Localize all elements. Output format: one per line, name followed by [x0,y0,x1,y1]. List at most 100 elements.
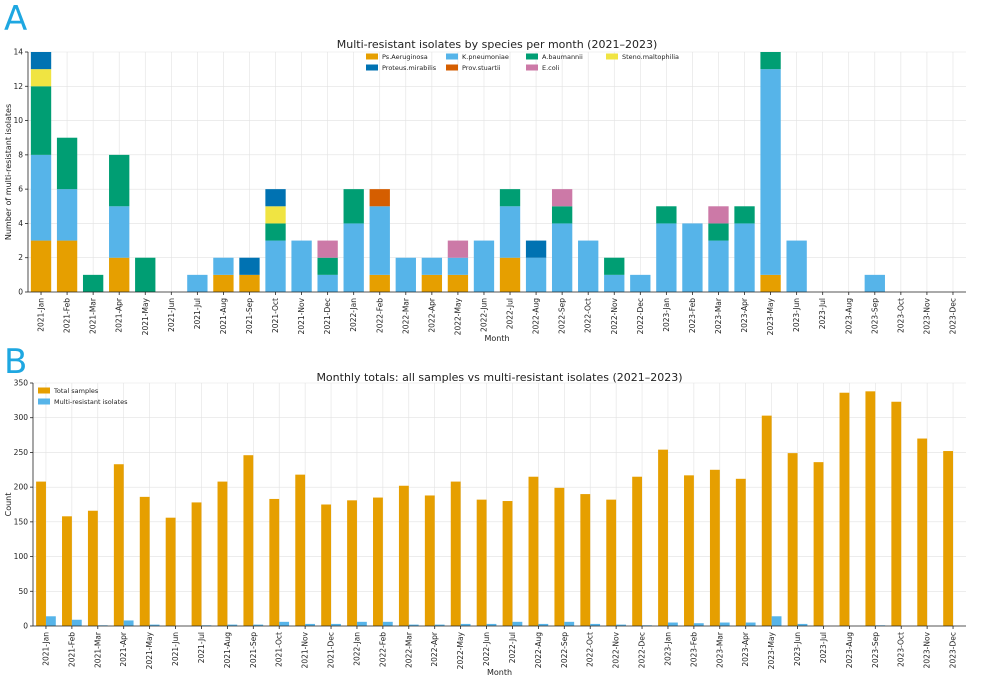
chart-a-xtick-label: 2023-Aug [844,298,853,335]
chart-a-bar-k-pneumoniae [291,240,312,292]
chart-a-legend-swatch [526,53,538,60]
chart-b-bar-total-samples [476,499,487,626]
chart-a-xtick-label: 2021-Dec [323,298,332,334]
chart-a-xtick-label: 2023-Oct [896,298,905,333]
chart-b-xtick-label: 2023-Sep [871,632,880,668]
chart-b-xtick-label: 2022-Nov [612,631,621,668]
chart-b-xtick-label: 2022-Jan [352,632,361,666]
chart-a-bar-k-pneumoniae [604,274,625,292]
chart-a-ytick-label: 14 [13,48,23,57]
chart-b-xtick-label: 2021-Jan [41,632,50,666]
chart-a-xtick-label: 2022-Aug [532,298,541,335]
chart-a-ytick-label: 12 [13,82,23,91]
chart-a-xtick-label: 2022-Jun [479,298,488,332]
chart-b-legend-label: Total samples [53,387,99,395]
chart-b-xtick-label: 2022-Jul [508,632,517,663]
chart-b-xtick-label: 2021-Nov [301,631,310,668]
chart-b-ytick-label: 0 [23,622,28,631]
chart-b-bar-total-samples [735,478,746,626]
panel-label-b: B [4,342,28,382]
chart-a-bar-ps-aeruginosa [109,257,130,292]
chart-a-bar-a-baumannii [760,52,781,70]
chart-b-xtick-label: 2022-Oct [586,632,595,667]
chart-b-ytick-label: 100 [14,552,29,561]
chart-a-ytick-label: 8 [18,150,23,159]
chart-a-bar-proteus-mirabilis [239,257,260,275]
chart-b-xtick-label: 2023-Oct [897,632,906,667]
chart-a-xtick-label: 2022-Dec [636,298,645,334]
chart-b-bar-total-samples [658,449,668,626]
chart-a-xtick-label: 2022-Apr [427,297,436,333]
chart-b-xtick-label: 2023-Jul [819,632,828,663]
chart-b-xtick-label: 2021-Jun [171,632,180,666]
chart-a-xtick-label: 2022-May [453,297,462,335]
chart-a-bar-k-pneumoniae [395,257,416,292]
chart-a-xtick-label: 2023-May [766,297,775,335]
chart-a-xtick-label: 2023-Jan [662,298,671,332]
chart-a-xtick-label: 2023-Jun [792,298,801,332]
chart-a-xtick-label: 2021-Apr [115,297,124,333]
chart-a-legend-label: A.baumannii [542,53,583,61]
chart-b-bar-total-samples [295,474,306,626]
chart-a-bar-a-baumannii [30,86,52,155]
chart-b-bar-total-samples [62,516,72,626]
chart-a-xtick-label: 2022-Mar [401,297,410,334]
chart-b-bar-multi-resistant-isolates [771,616,782,626]
chart-b-xtick-label: 2021-Aug [223,632,232,669]
chart-b-bar-total-samples [36,481,46,626]
chart-a-bar-a-baumannii [343,189,364,224]
chart-a-title: Multi-resistant isolates by species per … [337,38,658,51]
chart-a-legend-swatch [366,53,378,60]
chart-a-ytick-label: 10 [13,116,23,125]
chart-b-bar-total-samples [528,476,539,626]
chart-b-bar-total-samples [113,464,124,626]
chart-b-ylabel: Count [4,493,13,517]
chart-a-bar-e-coli [708,206,729,224]
chart-a-legend-label: Steno.maltophilia [622,53,679,61]
chart-b-bar-total-samples [398,485,409,626]
chart-a-ytick-label: 6 [18,185,23,194]
chart-b-bar-multi-resistant-isolates [356,621,367,626]
chart-b-bar-multi-resistant-isolates [149,624,160,626]
chart-b-bar-total-samples [165,517,176,626]
chart-a-bar-a-baumannii [708,223,729,241]
chart-a-xtick-label: 2023-Apr [740,297,749,333]
chart-a-bar-k-pneumoniae [499,206,521,258]
chart-a-bar-a-baumannii [56,137,78,190]
chart-a-xtick-label: 2022-Jan [349,298,358,332]
chart-a-bar-ps-aeruginosa [499,257,521,292]
chart-a-bar-k-pneumoniae [343,223,364,292]
chart-a-legend-swatch [446,53,458,60]
chart-a-legend-swatch [606,53,618,60]
chart-a-bar-ps-aeruginosa [213,274,234,292]
chart-a-ylabel: Number of multi-resistant isolates [4,104,13,240]
chart-a-bar-k-pneumoniae [864,274,885,292]
chart-b-bar-total-samples [191,502,202,626]
chart-b-bar-multi-resistant-isolates [71,619,82,626]
chart-a-bar-a-baumannii [734,206,755,224]
chart-b-xtick-label: 2021-Dec [327,632,336,668]
chart-a-bar-ps-aeruginosa [239,274,260,292]
chart-b-bar-total-samples [139,496,150,626]
chart-b-bar-total-samples [243,455,254,626]
chart-b-ytick-label: 200 [14,483,29,492]
chart-a-xtick-label: 2022-Oct [584,298,593,333]
chart-a-bar-k-pneumoniae [109,206,130,258]
chart-a-bar-e-coli [551,189,573,207]
chart-b-bar-multi-resistant-isolates [667,622,678,626]
chart-b-bar-multi-resistant-isolates [797,623,808,626]
chart-b-bar-multi-resistant-isolates [305,623,315,626]
chart-a-bar-k-pneumoniae [473,240,495,292]
chart-a-bar-k-pneumoniae [760,69,781,275]
chart-a-bar-proteus-mirabilis [30,52,52,70]
chart-b-bar-total-samples [943,451,954,626]
chart-b-title: Monthly totals: all samples vs multi-res… [316,371,682,384]
chart-a-bar-k-pneumoniae [708,240,729,292]
chart-a-xtick-label: 2021-Jul [193,298,202,329]
chart-a-bar-a-baumannii [265,223,286,241]
chart-b-xtick-label: 2022-Dec [638,632,647,668]
chart-a-bar-k-pneumoniae [213,257,234,275]
chart-b-xtick-label: 2022-Feb [378,632,387,667]
chart-b-xtick-label: 2023-Mar [715,631,724,668]
